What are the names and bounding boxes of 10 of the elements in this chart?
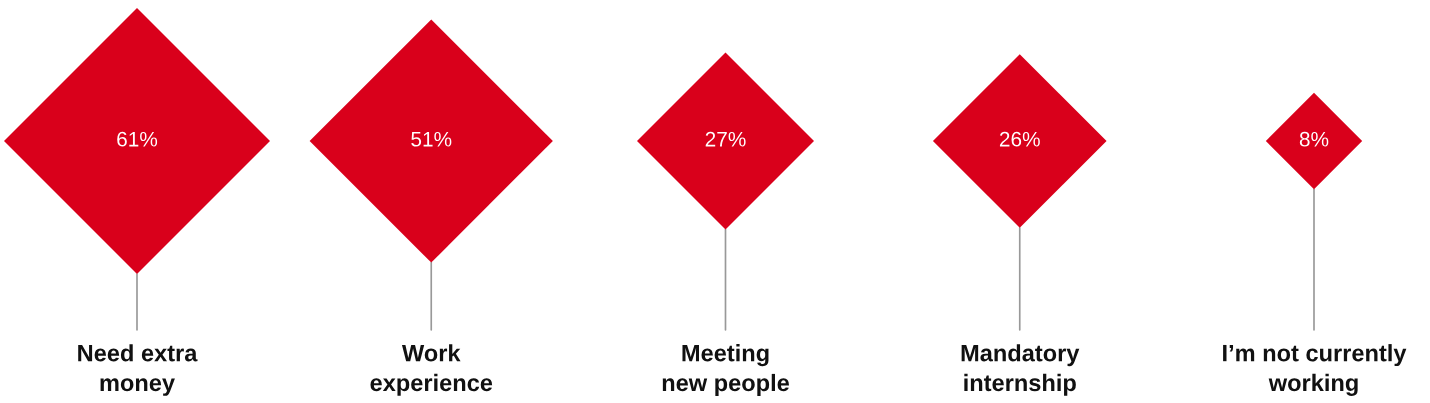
category-label: I’m not currently working [1223, 344, 1407, 396]
data-label: 8% [1299, 131, 1329, 147]
category-label: Need extra money [78, 344, 198, 396]
data-label: 51% [411, 131, 452, 147]
data-label: 27% [705, 131, 746, 147]
data-label: 26% [999, 131, 1040, 147]
category-label: Mandatory internship [961, 344, 1080, 396]
category-label: Work experience [370, 344, 493, 396]
category-label: Meeting new people [662, 344, 789, 396]
data-label: 61% [117, 131, 158, 147]
